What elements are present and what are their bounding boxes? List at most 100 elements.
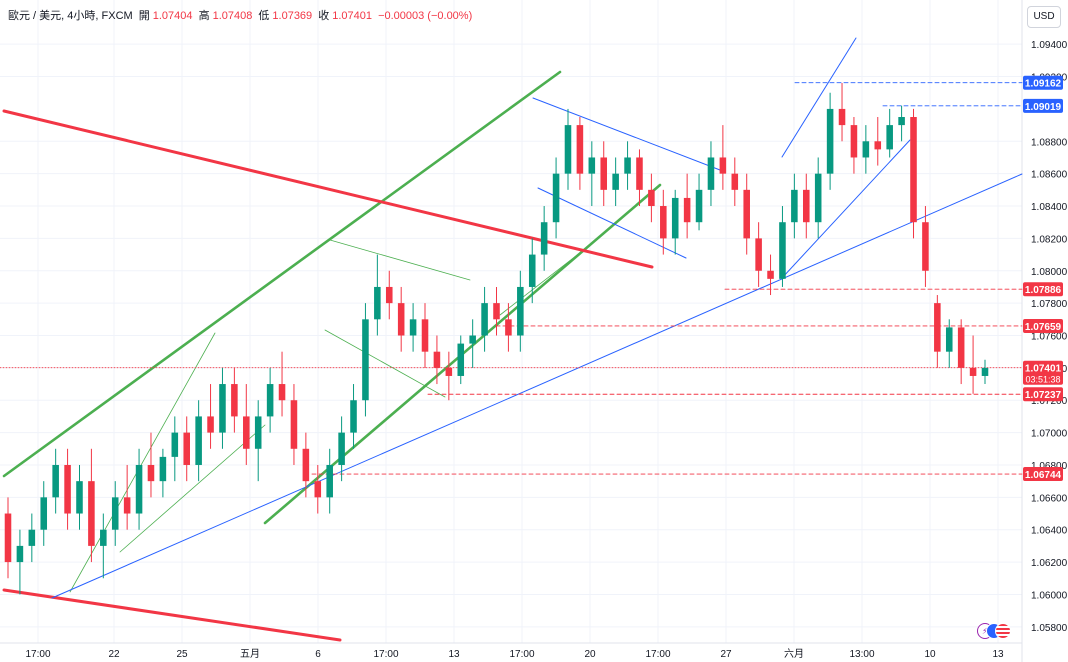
candle-body	[922, 222, 929, 271]
long-blue-trendline	[51, 173, 1023, 599]
candle-body	[76, 481, 83, 514]
currency-button[interactable]: USD	[1027, 6, 1061, 28]
candle	[922, 206, 929, 287]
price-tag-label: 1.09019	[1025, 102, 1062, 113]
candle-body	[362, 319, 369, 401]
price-tick-label: 1.08400	[1031, 202, 1068, 213]
candle-body	[934, 303, 941, 352]
candle-body	[243, 416, 250, 449]
time-tick-label: 25	[176, 649, 188, 660]
candle	[481, 286, 488, 352]
symbol-name: 歐元 / 美元, 4小時, FXCM	[8, 10, 133, 22]
candle	[803, 173, 810, 239]
candle	[28, 513, 36, 563]
candle-body	[969, 367, 977, 376]
change-value: −0.00003 (−0.00%)	[378, 10, 473, 22]
price-tag-label: 1.07886	[1025, 285, 1062, 296]
candle-body	[564, 125, 572, 174]
candle	[874, 117, 882, 166]
price-tag-label: 1.06744	[1025, 470, 1062, 481]
candle	[302, 432, 310, 498]
candle	[731, 157, 739, 207]
candle-body	[731, 173, 739, 190]
candle-body	[886, 125, 893, 150]
descending-channel-lower	[537, 187, 687, 259]
inner-green-line	[499, 244, 591, 316]
candle-body	[826, 108, 834, 174]
price-tick-label: 1.06400	[1031, 526, 1068, 537]
candle	[636, 149, 643, 207]
time-tick-label: 13	[448, 649, 460, 660]
candle-body	[874, 141, 882, 150]
candle-body	[374, 286, 381, 320]
candle-body	[123, 497, 131, 514]
candle	[540, 206, 548, 271]
time-tick-label: 17:00	[25, 649, 50, 660]
candle-body	[505, 319, 512, 336]
candle-body	[576, 125, 584, 174]
candle	[64, 448, 71, 530]
candle-body	[862, 141, 870, 158]
price-tag	[1023, 467, 1063, 482]
price-tick-label: 1.07800	[1031, 299, 1068, 310]
candle-body	[517, 286, 524, 336]
price-tag-label: 1.07401	[1025, 364, 1062, 375]
time-tick-label: 13	[992, 649, 1004, 660]
candle-body	[111, 497, 119, 530]
low-value: 1.07369	[272, 10, 313, 22]
lower-red-line	[2, 588, 342, 642]
candle-body	[4, 513, 12, 563]
time-tick-label: 6	[315, 649, 321, 660]
price-tick-label: 1.05800	[1031, 623, 1068, 634]
candle	[886, 108, 893, 158]
candle	[945, 319, 953, 368]
candle-body	[671, 197, 679, 239]
candle	[612, 157, 619, 207]
candle	[707, 141, 715, 207]
candle	[159, 448, 167, 498]
price-tag	[1023, 387, 1063, 402]
countdown-label: 03:51:38	[1025, 375, 1060, 385]
candle-body	[743, 189, 750, 239]
candle-body	[767, 270, 774, 279]
candle-body	[195, 416, 202, 465]
candle-body	[683, 197, 691, 223]
candle	[969, 335, 977, 394]
candle	[624, 141, 631, 190]
candle	[743, 173, 750, 255]
candle-body	[314, 481, 322, 498]
candle-body	[469, 335, 476, 344]
candle	[791, 173, 798, 239]
us-flag-icon[interactable]	[995, 623, 1011, 639]
price-tick-label: 1.07000	[1031, 429, 1068, 440]
candle	[243, 384, 250, 465]
candle	[385, 270, 393, 320]
candle	[814, 157, 822, 239]
candle-body	[838, 108, 846, 126]
price-tick-label: 1.08200	[1031, 234, 1068, 245]
candle	[505, 303, 512, 352]
time-tick-label: 10	[924, 649, 936, 660]
candle	[135, 448, 143, 530]
candle-body	[52, 464, 59, 498]
price-tick-label: 1.08800	[1031, 137, 1068, 148]
candle	[838, 83, 846, 142]
candle-body	[814, 173, 822, 223]
candle-body	[898, 117, 905, 126]
candle	[40, 481, 48, 546]
candle	[147, 432, 155, 498]
candle	[374, 254, 381, 336]
candle-body	[28, 529, 36, 546]
candle	[52, 448, 59, 514]
candle-body	[600, 157, 608, 190]
candle	[600, 141, 608, 207]
candle	[898, 105, 905, 142]
time-tick-label: 13:00	[849, 649, 874, 660]
time-tick-label: 六月	[784, 648, 804, 660]
candle	[517, 270, 524, 352]
candle-body	[755, 238, 762, 271]
candle	[445, 351, 453, 401]
candle	[564, 108, 572, 190]
candle-body	[660, 206, 667, 239]
